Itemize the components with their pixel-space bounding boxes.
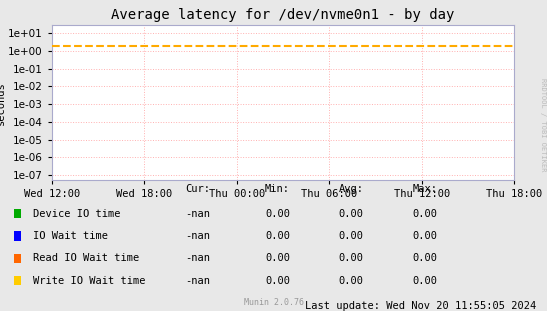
Text: Device IO time: Device IO time — [33, 209, 120, 219]
Text: Write IO Wait time: Write IO Wait time — [33, 276, 146, 286]
Text: 0.00: 0.00 — [412, 231, 438, 241]
Text: 0.00: 0.00 — [339, 209, 364, 219]
Text: Cur:: Cur: — [185, 184, 211, 194]
Text: -nan: -nan — [185, 253, 211, 263]
Title: Average latency for /dev/nvme0n1 - by day: Average latency for /dev/nvme0n1 - by da… — [112, 8, 455, 22]
Y-axis label: seconds: seconds — [0, 81, 5, 124]
Text: -nan: -nan — [185, 231, 211, 241]
Text: 0.00: 0.00 — [339, 231, 364, 241]
Text: 0.00: 0.00 — [339, 253, 364, 263]
Text: Min:: Min: — [265, 184, 290, 194]
Text: Max:: Max: — [412, 184, 438, 194]
Text: RRDTOOL / TOBI OETIKER: RRDTOOL / TOBI OETIKER — [540, 78, 546, 171]
Text: -nan: -nan — [185, 276, 211, 286]
Text: IO Wait time: IO Wait time — [33, 231, 108, 241]
Text: 0.00: 0.00 — [265, 276, 290, 286]
Text: -nan: -nan — [185, 209, 211, 219]
Text: Last update: Wed Nov 20 11:55:05 2024: Last update: Wed Nov 20 11:55:05 2024 — [305, 301, 536, 311]
Text: 0.00: 0.00 — [265, 231, 290, 241]
Text: 0.00: 0.00 — [412, 253, 438, 263]
Text: Avg:: Avg: — [339, 184, 364, 194]
Text: 0.00: 0.00 — [412, 209, 438, 219]
Text: 0.00: 0.00 — [265, 209, 290, 219]
Text: 0.00: 0.00 — [339, 276, 364, 286]
Text: 0.00: 0.00 — [412, 276, 438, 286]
Text: Read IO Wait time: Read IO Wait time — [33, 253, 139, 263]
Text: 0.00: 0.00 — [265, 253, 290, 263]
Text: Munin 2.0.76: Munin 2.0.76 — [243, 298, 304, 307]
